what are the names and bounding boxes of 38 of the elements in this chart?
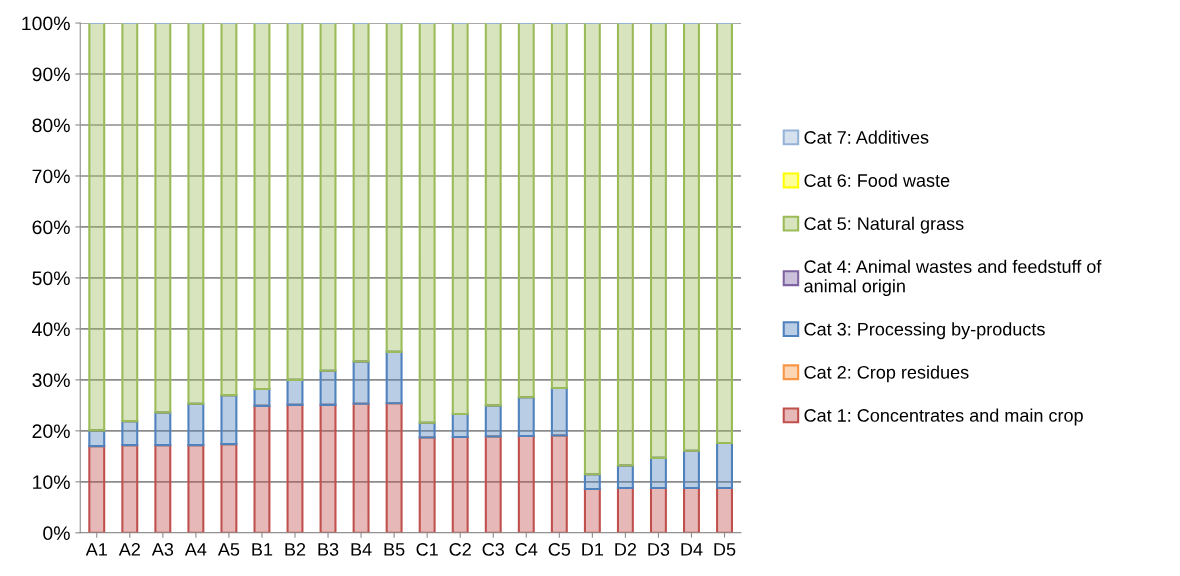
x-tick-label: D2 xyxy=(615,543,637,556)
x-tick-label: D3 xyxy=(648,543,670,556)
y-tick-label: 60% xyxy=(32,220,70,235)
legend-label: Cat 6: Food waste xyxy=(804,173,950,187)
x-tick-label: C2 xyxy=(449,543,471,556)
x-tick-label: B2 xyxy=(285,543,306,556)
y-tick-label: 80% xyxy=(32,118,70,133)
x-tick-label: C5 xyxy=(548,543,571,556)
legend-label: Cat 4: Animal wastes and feedstuff of animal origin xyxy=(804,259,1102,297)
x-tick-label: A3 xyxy=(151,543,174,556)
x-tick-label: C3 xyxy=(482,543,504,556)
x-tick-label: C1 xyxy=(416,543,438,556)
legend-label: Cat 7: Additives xyxy=(804,130,929,144)
x-tick-label: B4 xyxy=(351,543,372,556)
x-tick-label: D4 xyxy=(681,543,703,556)
x-tick-label: C4 xyxy=(515,543,538,556)
y-tick-label: 40% xyxy=(32,322,70,337)
legend-label: Cat 3: Processing by-products xyxy=(804,322,1045,340)
y-tick-label: 0% xyxy=(43,526,70,541)
y-tick-label: 70% xyxy=(32,169,70,184)
x-tick-label: D1 xyxy=(582,543,604,556)
legend-label: Cat 2: Crop residues xyxy=(804,365,969,383)
x-tick-label: B5 xyxy=(384,543,405,556)
legend-label: Cat 5: Natural grass xyxy=(804,216,964,234)
x-tick-label: B1 xyxy=(252,543,273,556)
y-tick-label: 50% xyxy=(32,271,70,286)
x-tick-label: A1 xyxy=(85,543,107,556)
x-tick-label: A4 xyxy=(184,543,207,556)
x-tick-label: A5 xyxy=(217,543,240,556)
y-tick-label: 20% xyxy=(32,424,70,439)
y-tick-label: 90% xyxy=(32,67,70,82)
x-tick-label: D5 xyxy=(714,543,736,556)
x-tick-label: A2 xyxy=(118,543,140,556)
legend-label: Cat 1: Concentrates and main crop xyxy=(804,408,1083,426)
x-tick-label: B3 xyxy=(318,543,339,556)
y-tick-label: 100% xyxy=(22,16,70,31)
y-tick-label: 10% xyxy=(33,475,70,490)
y-tick-label: 30% xyxy=(32,373,70,388)
